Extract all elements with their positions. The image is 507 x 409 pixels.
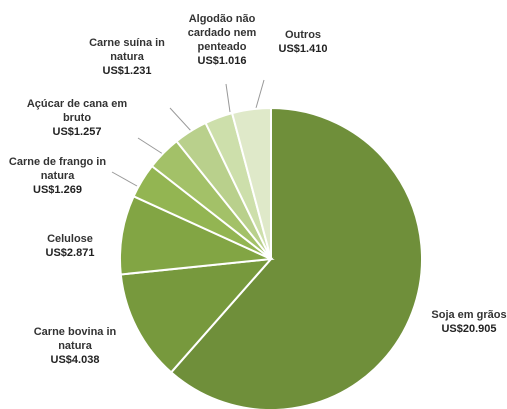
category-name: Carne suína in natura (89, 37, 165, 63)
category-name: Outros (284, 29, 322, 41)
slice-label: Algodão não cardado nem penteado US$1.016 (172, 12, 272, 68)
slice-label: Soja em grãos US$20.905 (424, 308, 507, 336)
leader-line (225, 83, 231, 113)
category-name: Carne bovina in natura (33, 326, 117, 352)
value-label: US$1.016 (197, 55, 247, 67)
category-name: Carne de frango in natura (8, 156, 107, 182)
slice-label: Celulose US$2.871 (25, 232, 115, 260)
leader-line (255, 79, 265, 109)
value-label: US$4.038 (50, 354, 100, 366)
value-label: US$1.269 (33, 184, 82, 196)
value-label: US$1.231 (102, 65, 152, 77)
pie-slice (119, 257, 274, 374)
leader-lines (111, 79, 265, 187)
slice-label: Açúcar de cana em bruto US$1.257 (22, 97, 132, 139)
category-name: Algodão não cardado nem penteado (187, 13, 257, 53)
slice-label: Carne suína in natura US$1.231 (72, 36, 182, 78)
pie-slice (169, 106, 423, 409)
slice-label: Carne de frango in natura US$1.269 (5, 155, 110, 197)
value-label: US$1.257 (52, 126, 102, 138)
value-label: US$1.410 (278, 43, 328, 55)
value-label: US$2.871 (45, 247, 95, 259)
slice-label: Carne bovina in natura US$4.038 (20, 325, 130, 367)
leader-line (137, 137, 167, 157)
category-name: Açúcar de cana em bruto (26, 98, 128, 124)
leader-line (111, 171, 138, 187)
slice-label: Outros US$1.410 (268, 28, 338, 56)
pie-slice (230, 106, 272, 260)
category-name: Celulose (47, 233, 93, 245)
leader-line (169, 107, 193, 133)
category-name: Soja em grãos (431, 309, 507, 321)
value-label: US$20.905 (441, 323, 497, 335)
